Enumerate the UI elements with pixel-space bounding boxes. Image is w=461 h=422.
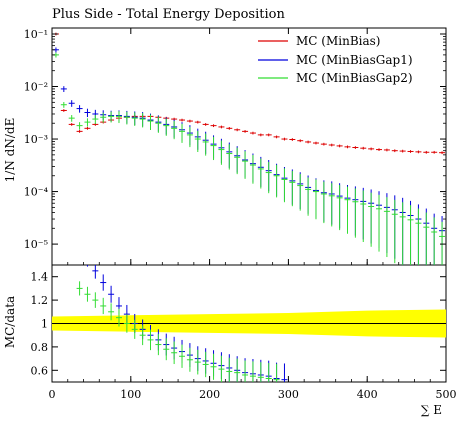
x-tick-label: 200 <box>199 388 220 401</box>
legend-label-minbias: MC (MinBias) <box>296 34 380 48</box>
chart-title: Plus Side - Total Energy Deposition <box>52 7 285 22</box>
main-y-tick-label: 10⁻⁵ <box>24 238 48 251</box>
ratio-y-tick-label: 1 <box>41 318 48 331</box>
legend-entry-minbias: MC (MinBias) <box>258 34 380 48</box>
ratio-y-tick-label: 0.8 <box>31 341 49 354</box>
chart-marks <box>52 32 446 382</box>
legend: MC (MinBias) MC (MinBiasGap1) MC (MinBia… <box>258 34 413 85</box>
x-tick-label: 400 <box>357 388 378 401</box>
legend-label-minbiasgap1: MC (MinBiasGap1) <box>296 53 413 67</box>
chart-axes: 0 100 200 300 400 500 10⁻⁵ 10⁻⁴ 10⁻³ 10⁻² 10⁻¹ 0.6 0… <box>24 28 457 401</box>
x-tick-label: 300 <box>278 388 299 401</box>
main-y-tick-label: 10⁻⁴ <box>24 186 49 199</box>
x-axis-label: ∑ E <box>421 403 442 417</box>
ratio-y-axis-label: MC/data <box>3 296 17 348</box>
ratio-y-tick-label: 0.6 <box>31 364 49 377</box>
legend-entry-minbiasgap2: MC (MinBiasGap2) <box>258 71 413 85</box>
main-y-tick-label: 10⁻² <box>24 81 48 94</box>
x-tick-label: 500 <box>436 388 457 401</box>
main-y-tick-label: 10⁻¹ <box>24 28 48 41</box>
main-y-axis-label: 1/N dN/dE <box>3 118 17 183</box>
x-tick-label: 0 <box>49 388 56 401</box>
ratio-y-tick-label: 1.4 <box>31 271 49 284</box>
x-tick-label: 100 <box>120 388 141 401</box>
main-y-tick-label: 10⁻³ <box>24 133 48 146</box>
legend-label-minbiasgap2: MC (MinBiasGap2) <box>296 71 413 85</box>
ratio-y-tick-label: 1.2 <box>31 294 49 307</box>
legend-entry-minbiasgap1: MC (MinBiasGap1) <box>258 53 413 67</box>
